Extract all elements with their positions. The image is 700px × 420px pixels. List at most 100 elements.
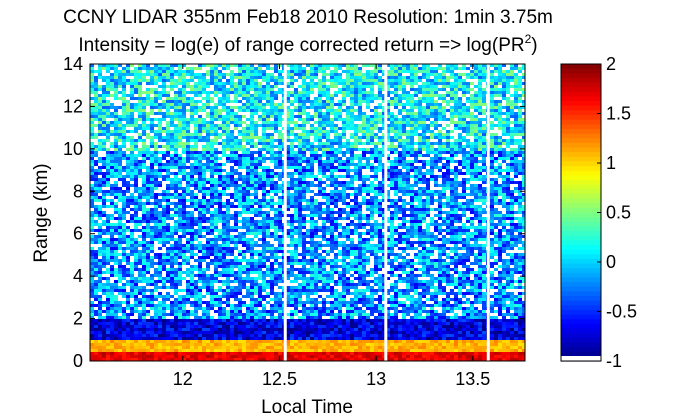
heatmap-cell bbox=[182, 355, 186, 358]
heatmap-cell bbox=[150, 190, 154, 193]
heatmap-cell bbox=[114, 286, 118, 289]
heatmap-cell bbox=[242, 337, 246, 340]
heatmap-cell bbox=[190, 196, 194, 199]
heatmap-cell bbox=[246, 346, 250, 349]
heatmap-cell bbox=[254, 217, 258, 220]
heatmap-cell bbox=[174, 91, 178, 94]
heatmap-cell bbox=[106, 70, 110, 73]
heatmap-cell bbox=[234, 118, 238, 121]
heatmap-cell bbox=[158, 292, 162, 295]
heatmap-cell bbox=[194, 64, 198, 67]
heatmap-cell bbox=[198, 127, 202, 130]
heatmap-cell bbox=[166, 67, 170, 70]
heatmap-cell bbox=[154, 346, 158, 349]
heatmap-cell bbox=[134, 181, 138, 184]
heatmap-cell bbox=[102, 343, 106, 346]
heatmap-cell bbox=[126, 163, 130, 166]
heatmap-cell bbox=[230, 103, 234, 106]
heatmap-cell bbox=[178, 94, 182, 97]
heatmap-cell bbox=[142, 358, 146, 361]
heatmap-cell bbox=[202, 121, 206, 124]
heatmap-cell bbox=[106, 316, 110, 319]
heatmap-cell bbox=[226, 256, 230, 259]
heatmap-cell bbox=[134, 274, 138, 277]
heatmap-cell bbox=[170, 262, 174, 265]
heatmap-cell bbox=[198, 196, 202, 199]
heatmap-cell bbox=[138, 208, 142, 211]
heatmap-cell bbox=[274, 256, 278, 259]
heatmap-cell bbox=[154, 220, 158, 223]
heatmap-cell bbox=[146, 127, 150, 130]
heatmap-cell bbox=[214, 217, 218, 220]
heatmap-cell bbox=[186, 223, 190, 226]
heatmap-cell bbox=[102, 250, 106, 253]
heatmap-cell bbox=[126, 145, 130, 148]
heatmap-cell bbox=[206, 154, 210, 157]
heatmap-cell bbox=[202, 286, 206, 289]
heatmap-cell bbox=[154, 283, 158, 286]
heatmap-cell bbox=[238, 322, 242, 325]
heatmap-cell bbox=[98, 220, 102, 223]
heatmap-cell bbox=[142, 259, 146, 262]
heatmap-cell bbox=[118, 220, 122, 223]
heatmap-cell bbox=[146, 316, 150, 319]
heatmap-cell bbox=[254, 148, 258, 151]
heatmap-cell bbox=[190, 307, 194, 310]
heatmap-cell bbox=[166, 145, 170, 148]
heatmap-cell bbox=[278, 157, 282, 160]
heatmap-cell bbox=[238, 280, 242, 283]
heatmap-cell bbox=[166, 97, 170, 100]
heatmap-cell bbox=[238, 163, 242, 166]
heatmap-cell bbox=[158, 343, 162, 346]
heatmap-cell bbox=[94, 346, 98, 349]
heatmap-cell bbox=[262, 229, 266, 232]
heatmap-cell bbox=[262, 274, 266, 277]
heatmap-cell bbox=[186, 349, 190, 352]
heatmap-cell bbox=[150, 343, 154, 346]
heatmap-cell bbox=[194, 160, 198, 163]
heatmap-cell bbox=[226, 163, 230, 166]
heatmap-cell bbox=[150, 349, 154, 352]
heatmap-cell bbox=[162, 319, 166, 322]
heatmap-cell bbox=[226, 241, 230, 244]
heatmap-cell bbox=[242, 316, 246, 319]
heatmap-cell bbox=[206, 181, 210, 184]
heatmap-cell bbox=[254, 241, 258, 244]
heatmap-cell bbox=[218, 247, 222, 250]
heatmap-cell bbox=[162, 205, 166, 208]
heatmap-cell bbox=[190, 259, 194, 262]
heatmap-cell bbox=[190, 277, 194, 280]
heatmap-cell bbox=[210, 130, 214, 133]
heatmap-cell bbox=[130, 130, 134, 133]
heatmap-cell bbox=[98, 169, 102, 172]
heatmap-cell bbox=[194, 109, 198, 112]
heatmap-cell bbox=[162, 202, 166, 205]
heatmap-cell bbox=[138, 304, 142, 307]
heatmap-cell bbox=[102, 358, 106, 361]
heatmap-cell bbox=[186, 280, 190, 283]
heatmap-cell bbox=[98, 271, 102, 274]
heatmap-cell bbox=[166, 211, 170, 214]
heatmap-cell bbox=[154, 115, 158, 118]
heatmap-cell bbox=[262, 124, 266, 127]
heatmap-cell bbox=[230, 346, 234, 349]
heatmap-cell bbox=[226, 106, 230, 109]
heatmap-cell bbox=[182, 112, 186, 115]
heatmap-cell bbox=[182, 268, 186, 271]
heatmap-cell bbox=[110, 241, 114, 244]
heatmap-cell bbox=[274, 346, 278, 349]
heatmap-cell bbox=[210, 133, 214, 136]
heatmap-cell bbox=[162, 106, 166, 109]
heatmap-cell bbox=[186, 112, 190, 115]
heatmap-cell bbox=[226, 331, 230, 334]
heatmap-cell bbox=[266, 139, 270, 142]
heatmap-cell bbox=[122, 334, 126, 337]
heatmap-cell bbox=[178, 130, 182, 133]
heatmap-cell bbox=[130, 202, 134, 205]
heatmap-cell bbox=[106, 106, 110, 109]
heatmap-cell bbox=[166, 76, 170, 79]
heatmap-cell bbox=[246, 175, 250, 178]
heatmap-cell bbox=[190, 121, 194, 124]
heatmap-cell bbox=[226, 295, 230, 298]
heatmap-cell bbox=[166, 136, 170, 139]
